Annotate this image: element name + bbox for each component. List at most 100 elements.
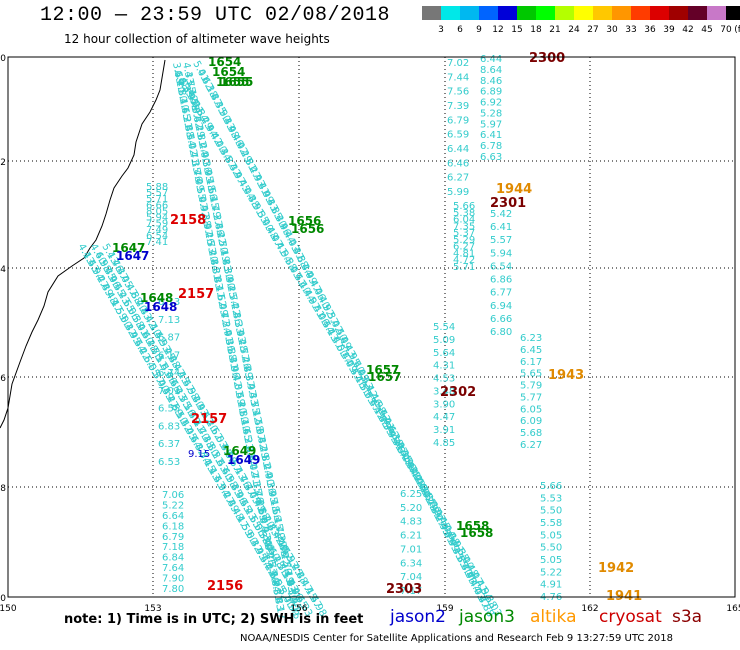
- track-value: 4.33: [180, 61, 195, 85]
- time-stamp: 1655: [216, 75, 249, 89]
- track-value: 4.77: [216, 302, 231, 326]
- swh-value: 5.77: [520, 392, 542, 403]
- swh-value: 6.21: [400, 531, 422, 542]
- time-stamp: 1943: [548, 368, 584, 383]
- track-value: 4.17: [272, 597, 287, 621]
- swh-value: 4.91: [540, 580, 562, 591]
- track-value: 5.02: [184, 133, 199, 157]
- track-value: 4.84: [267, 570, 282, 594]
- time-stamp: 1648: [140, 291, 173, 305]
- map-frame: [7, 56, 736, 598]
- legend-label: 33: [625, 25, 637, 35]
- time-stamp: 1657: [368, 370, 401, 384]
- legend-swatch: [479, 6, 499, 20]
- track-value: 4.80: [173, 79, 188, 103]
- time-stamp: 1656: [291, 222, 324, 236]
- swh-value: 6.27: [453, 242, 475, 253]
- swh-value: 5.57: [146, 188, 168, 199]
- lat-lon-grid: [8, 57, 735, 597]
- track-value: 3.95: [264, 481, 279, 505]
- track-value: 4.79: [271, 516, 286, 540]
- lat-label: -30: [0, 54, 6, 64]
- track-value: 4.62: [213, 284, 228, 308]
- track-value: 4.25: [287, 596, 302, 620]
- time-stamp: 1649: [227, 453, 260, 467]
- track-value: 4.83: [217, 249, 232, 273]
- time-stamp: 1658: [456, 519, 489, 533]
- swh-value: 8.64: [480, 65, 502, 76]
- swh-value: 5.79: [520, 381, 542, 392]
- swh-value: 6.17: [158, 350, 180, 361]
- swh-value: 7.35: [453, 221, 475, 232]
- swh-value: 5.22: [162, 500, 184, 511]
- track-value: 4.83: [282, 570, 297, 594]
- track-value: 4.81: [257, 445, 272, 469]
- swh-value: 5.37: [453, 228, 475, 239]
- track-value: 5.22: [226, 293, 241, 317]
- track-value: 4.18: [201, 168, 216, 192]
- time-stamp: 1657: [366, 363, 399, 377]
- satellite-s3a: s3a: [672, 607, 703, 627]
- legend-swatch: [422, 6, 442, 20]
- time-stamp: 1658: [460, 526, 493, 540]
- swh-value: 7.90: [162, 574, 184, 585]
- swh-value: 5.68: [520, 428, 542, 439]
- swh-value: 7.17: [400, 586, 422, 597]
- track-value: 3.97: [242, 374, 257, 398]
- swh-value: 5.71: [453, 262, 475, 273]
- track-value: 4.37: [241, 365, 256, 389]
- track-value: 4.07: [251, 418, 266, 442]
- track-value: 4.65: [177, 97, 192, 121]
- track-value: 4.90: [196, 142, 211, 166]
- swh-value: 6.27: [447, 173, 469, 184]
- swh-value: 6.04: [453, 215, 475, 226]
- swh-value: 6.87: [158, 333, 180, 344]
- swh-value: 5.65: [520, 369, 542, 380]
- lon-label: 150: [0, 604, 17, 614]
- legend-swatch: [612, 6, 632, 20]
- swh-value: 6.55: [158, 404, 180, 415]
- swh-value: 6.94: [490, 301, 512, 312]
- lon-label: 165: [726, 604, 740, 614]
- track-value: 3.82: [253, 427, 268, 451]
- track-value: 4.38: [197, 204, 212, 228]
- track-value: 4.18: [266, 489, 281, 513]
- swh-value: 6.13: [158, 297, 180, 308]
- track-value: 5.24: [259, 454, 274, 478]
- lat-label: -40: [0, 594, 6, 604]
- track-value: 4.92: [257, 516, 272, 540]
- swh-value: 5.53: [540, 493, 562, 504]
- swh-value: 6.89: [480, 87, 502, 98]
- track-value: 4.33: [244, 382, 259, 406]
- track-value: 5.19: [280, 561, 295, 585]
- legend-label: 42: [682, 25, 694, 35]
- swh-value: 5.20: [400, 503, 422, 514]
- track-value: 4.96: [226, 356, 241, 380]
- swh-value: 5.54: [433, 322, 455, 333]
- swh-value: 6.78: [480, 141, 502, 152]
- track-value: 3.88: [241, 436, 256, 460]
- legend-label: 70: [720, 25, 732, 35]
- swh-value: 6.74: [158, 368, 180, 379]
- track-value: 5.24: [194, 133, 209, 157]
- track-value: 4.22: [212, 222, 227, 246]
- time-stamp: 2303: [386, 582, 422, 597]
- time-stamp: 2302: [440, 385, 476, 400]
- swh-value: 7.01: [158, 386, 180, 397]
- track-value: 3.91: [219, 320, 234, 344]
- swh-value: 6.79: [447, 115, 469, 126]
- track-value: 4.27: [209, 204, 224, 228]
- track-value: 4.84: [206, 249, 221, 273]
- swh-value: 3.91: [433, 425, 455, 436]
- swh-value: 5.22: [540, 567, 562, 578]
- lat-label: -38: [0, 484, 6, 494]
- track-value: 5.31: [224, 347, 239, 371]
- track-value: 4.07: [187, 97, 202, 121]
- track-value: 3.86: [275, 534, 290, 558]
- track-value: 3.95: [200, 160, 215, 184]
- swh-value: 4.81: [453, 248, 475, 259]
- legend-swatch: [631, 6, 651, 20]
- lat-label: -34: [0, 265, 6, 275]
- track-value: 4.71: [185, 142, 200, 166]
- satellite-cryosat: cryosat: [599, 607, 662, 627]
